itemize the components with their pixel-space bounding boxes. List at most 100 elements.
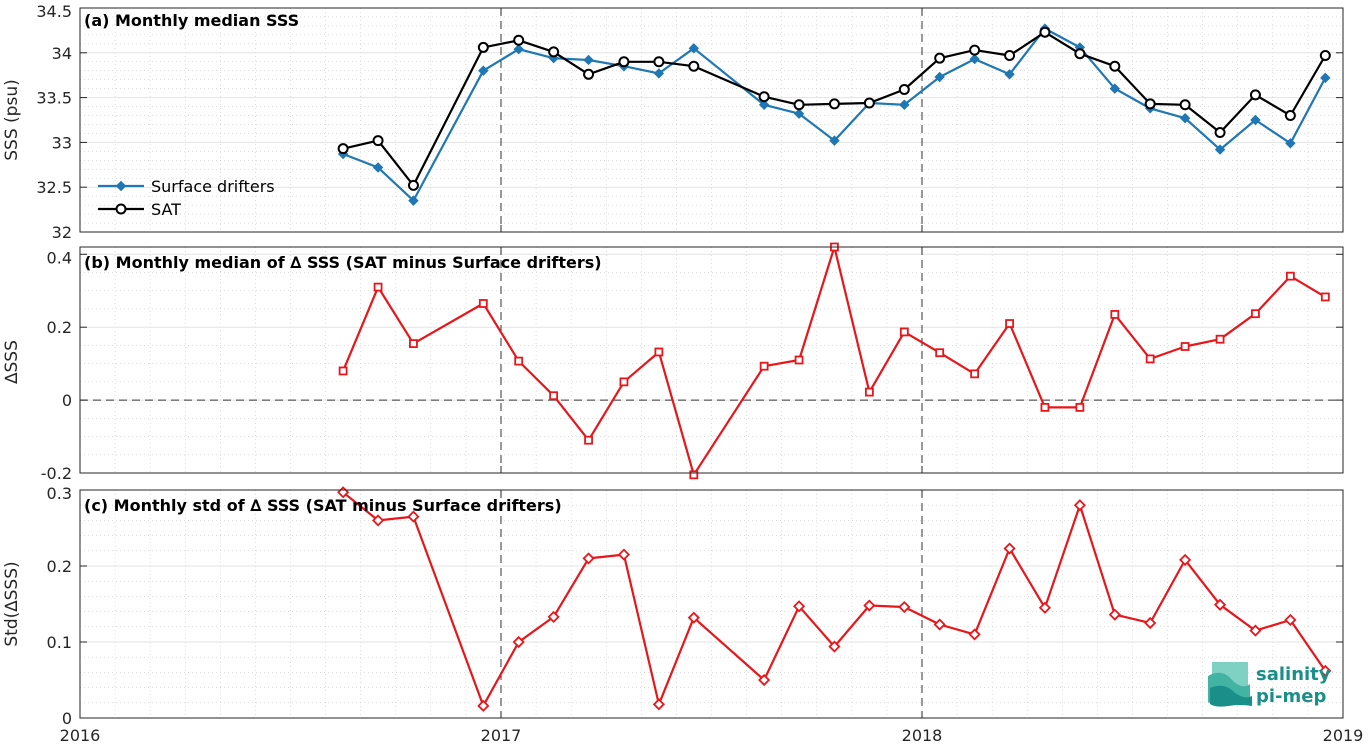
data-point	[373, 282, 383, 292]
data-point	[407, 510, 420, 523]
data-point	[792, 600, 806, 613]
data-point	[548, 46, 560, 58]
data-point	[619, 377, 629, 387]
data-point	[618, 56, 630, 68]
data-point	[337, 143, 349, 155]
data-point	[1250, 114, 1261, 126]
data-point	[584, 435, 593, 445]
y-tick-label: 32.5	[36, 178, 72, 197]
data-point	[1214, 144, 1226, 155]
y-tick-label: 33.5	[36, 89, 72, 108]
data-point	[688, 43, 700, 54]
panel-c-ylabel: Std(∆SSS)	[2, 561, 22, 646]
y-tick-label: 0.1	[47, 633, 72, 652]
panel-a-ylabel: SSS (psu)	[2, 79, 22, 160]
y-tick-label: -0.2	[41, 464, 72, 483]
data-point	[583, 68, 595, 80]
y-tick-label: 0.3	[47, 484, 72, 503]
data-point	[547, 610, 560, 623]
panel-b-ylabel: ∆SSS	[2, 340, 22, 385]
data-point	[688, 60, 700, 72]
data-point	[338, 366, 348, 376]
panel-a-data	[337, 23, 1331, 206]
data-point	[1319, 49, 1331, 61]
data-point	[829, 135, 840, 146]
data-point	[1004, 49, 1016, 61]
data-point	[1213, 598, 1227, 611]
data-point	[1003, 542, 1016, 555]
data-point	[371, 514, 385, 527]
panel-b: -0.2 0 0.2 0.4 (b) Monthly median of ∆ SSS …	[2, 242, 1344, 483]
y-tick-label: 33	[52, 133, 72, 152]
data-point	[407, 179, 419, 191]
panel-c-year-dividers	[500, 490, 923, 718]
data-point	[1284, 613, 1297, 627]
data-point	[1005, 319, 1014, 328]
data-point	[793, 108, 805, 119]
data-point	[1109, 60, 1121, 72]
x-tick-label: 2019	[1323, 726, 1364, 745]
panel-a-frame	[79, 7, 1344, 233]
data-point	[1074, 48, 1086, 60]
panel-c-background	[80, 490, 1343, 718]
data-point	[372, 162, 384, 173]
data-point	[1145, 354, 1155, 364]
data-point	[1109, 83, 1121, 94]
data-point	[933, 618, 946, 631]
data-point	[653, 68, 665, 79]
y-tick-label: 34	[52, 44, 72, 63]
legend-marker-surface-drifters	[115, 180, 127, 192]
data-point	[653, 56, 665, 68]
wave-logo-icon	[1208, 662, 1252, 707]
data-point	[1284, 110, 1296, 122]
logo-text-salinity: salinity	[1256, 664, 1331, 685]
x-tick-label: 2017	[481, 726, 522, 745]
data-point	[689, 470, 699, 480]
data-point	[1179, 553, 1192, 566]
data-point	[1319, 664, 1332, 677]
data-point	[758, 99, 770, 110]
panel-b-frame	[79, 246, 1344, 474]
data-point	[1108, 608, 1121, 621]
data-point	[512, 635, 525, 649]
data-point	[899, 99, 910, 110]
legend-marker-sat	[115, 203, 127, 215]
data-point	[514, 356, 524, 366]
data-point	[1251, 309, 1260, 319]
data-point	[968, 628, 981, 641]
data-point	[898, 84, 910, 96]
data-point	[934, 71, 945, 83]
data-point	[1144, 616, 1157, 630]
y-tick-label: 0.2	[47, 318, 72, 337]
panel-b-year-dividers	[500, 247, 923, 473]
data-point	[1073, 499, 1086, 512]
panel-c-grid	[80, 489, 1343, 719]
legend: Surface drifters SAT	[98, 177, 275, 219]
data-point	[408, 195, 419, 206]
y-tick-label: 0	[62, 709, 72, 728]
data-point	[652, 698, 665, 711]
data-point	[478, 65, 489, 76]
data-point	[1249, 89, 1261, 101]
data-point	[969, 44, 981, 56]
data-point	[864, 387, 874, 397]
data-point	[478, 299, 488, 308]
salinity-pi-mep-logo: salinity pi-mep	[1208, 662, 1331, 707]
data-point	[1110, 310, 1120, 319]
data-point	[1039, 26, 1051, 38]
data-point	[828, 640, 841, 653]
panel-a-year-dividers	[500, 8, 923, 232]
panel-a: 32 32.5 33 33.5 34 34.5 (a) Monthly median SS…	[2, 2, 1344, 242]
y-tick-label: 32	[52, 223, 72, 242]
data-point	[513, 34, 525, 46]
panel-b-data	[338, 242, 1330, 480]
data-point	[583, 54, 594, 66]
data-point	[1179, 113, 1191, 124]
data-point	[935, 348, 945, 358]
data-point	[863, 97, 875, 109]
panel-b-title: (b) Monthly median of ∆ SSS (SAT minus S…	[84, 253, 602, 272]
data-point	[934, 52, 946, 64]
data-point	[899, 327, 909, 337]
panel-a-title: (a) Monthly median SSS	[84, 11, 299, 30]
data-point	[409, 339, 418, 348]
